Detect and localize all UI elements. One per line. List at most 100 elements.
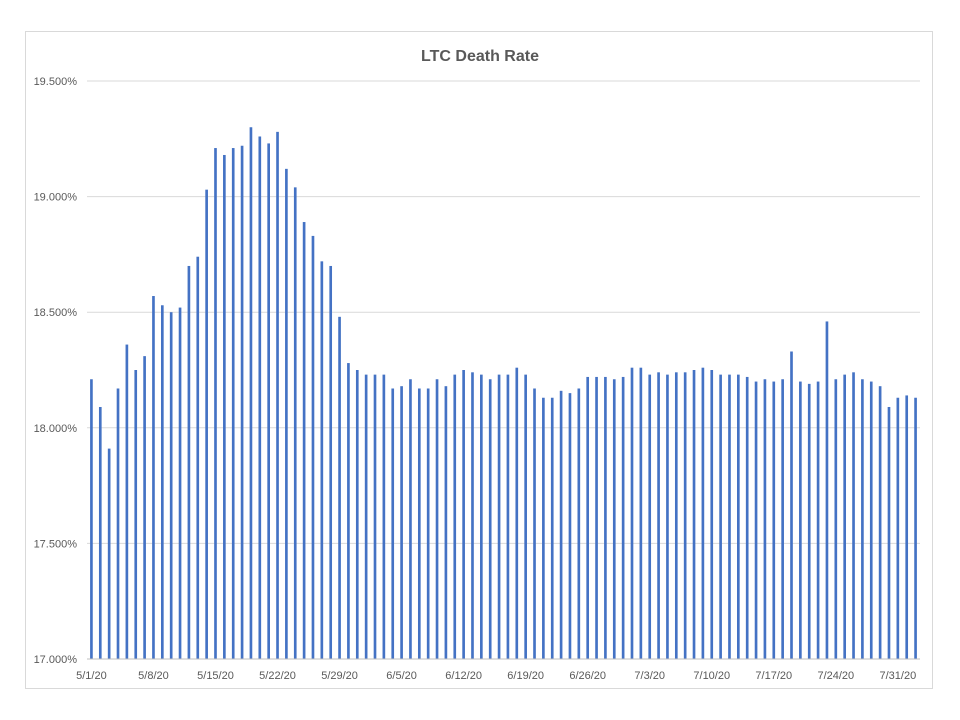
bar — [674, 372, 678, 659]
bar — [896, 397, 900, 659]
chart-frame: LTC Death Rate 17.000% 17.500% 18.000% 18.5… — [25, 31, 933, 689]
bar — [790, 351, 793, 659]
bar — [905, 395, 909, 659]
bar — [196, 256, 200, 659]
y-tick-label: 18.500% — [34, 307, 78, 319]
bar — [116, 388, 120, 659]
x-tick-label: 6/19/20 — [507, 670, 544, 682]
x-tick-label: 7/3/20 — [634, 670, 665, 682]
bar — [807, 383, 811, 659]
bar — [258, 136, 262, 659]
bar — [852, 372, 855, 659]
bar — [320, 261, 324, 659]
bar — [621, 376, 625, 659]
bar — [701, 367, 705, 659]
bar — [861, 379, 864, 659]
bar — [630, 367, 634, 659]
bar — [754, 381, 758, 659]
bar — [799, 381, 802, 659]
x-tick-label: 5/8/20 — [138, 670, 169, 682]
bar — [98, 406, 102, 659]
x-axis-ticks: 5/1/20 5/8/20 5/15/20 5/22/20 5/29/20 6/5/20 6… — [76, 670, 916, 682]
bar — [480, 374, 483, 659]
gridlines — [87, 80, 920, 544]
bar — [302, 222, 306, 660]
bars — [90, 127, 917, 660]
bar — [178, 307, 182, 659]
bar — [107, 448, 111, 659]
bar — [488, 379, 492, 659]
bar — [533, 388, 536, 659]
bar — [595, 376, 598, 659]
bar — [329, 265, 333, 659]
bar — [834, 379, 838, 659]
bar — [816, 381, 820, 659]
bar — [604, 376, 607, 659]
bar — [710, 370, 714, 659]
bar — [391, 388, 395, 659]
bar — [364, 374, 368, 659]
bar — [276, 131, 279, 659]
bar — [134, 370, 138, 659]
bar — [462, 370, 465, 659]
bar — [400, 386, 403, 659]
bar — [347, 363, 350, 659]
bar — [550, 397, 554, 659]
chart-title: LTC Death Rate — [421, 48, 539, 65]
bar — [231, 148, 235, 659]
bar — [293, 187, 297, 660]
bar — [90, 379, 93, 659]
bar — [559, 390, 563, 659]
bar — [737, 374, 740, 659]
bar — [772, 381, 776, 659]
y-tick-label: 19.500% — [34, 76, 78, 88]
bar — [214, 148, 217, 659]
bar — [169, 312, 173, 659]
bar — [683, 372, 687, 659]
bar — [249, 127, 253, 660]
bar — [843, 374, 847, 659]
bar — [152, 296, 155, 659]
y-tick-label: 17.000% — [34, 654, 78, 666]
bar — [692, 370, 696, 659]
bar — [497, 374, 501, 659]
bar — [205, 189, 208, 659]
y-tick-label: 17.500% — [34, 538, 78, 550]
bar — [542, 397, 545, 659]
bar — [285, 168, 288, 659]
x-tick-label: 6/26/20 — [569, 670, 606, 682]
bar — [267, 143, 270, 659]
bar — [453, 374, 457, 659]
bar — [657, 372, 660, 659]
bar — [355, 370, 359, 659]
bar — [639, 367, 643, 659]
x-tick-label: 7/24/20 — [817, 670, 854, 682]
bar — [586, 376, 590, 659]
bar — [648, 374, 652, 659]
bar — [311, 235, 315, 660]
bar — [515, 367, 519, 659]
bar — [444, 386, 448, 659]
bar — [745, 376, 749, 659]
bar — [728, 374, 731, 659]
y-tick-label: 18.000% — [34, 423, 78, 435]
bar — [666, 374, 669, 659]
x-tick-label: 7/17/20 — [755, 670, 792, 682]
x-tick-label: 7/31/20 — [879, 670, 916, 682]
bar — [240, 145, 244, 660]
bar — [143, 356, 146, 659]
x-tick-label: 5/29/20 — [321, 670, 358, 682]
bar — [825, 321, 829, 659]
bar — [568, 393, 572, 659]
x-tick-label: 5/15/20 — [197, 670, 234, 682]
x-tick-label: 5/22/20 — [259, 670, 296, 682]
bar — [763, 379, 767, 659]
bar — [887, 406, 891, 659]
bar — [373, 374, 377, 659]
bar — [409, 379, 412, 659]
bar — [223, 154, 226, 659]
x-tick-label: 7/10/20 — [693, 670, 730, 682]
x-tick-label: 6/5/20 — [386, 670, 417, 682]
x-tick-label: 6/12/20 — [445, 670, 482, 682]
bar — [612, 379, 616, 659]
